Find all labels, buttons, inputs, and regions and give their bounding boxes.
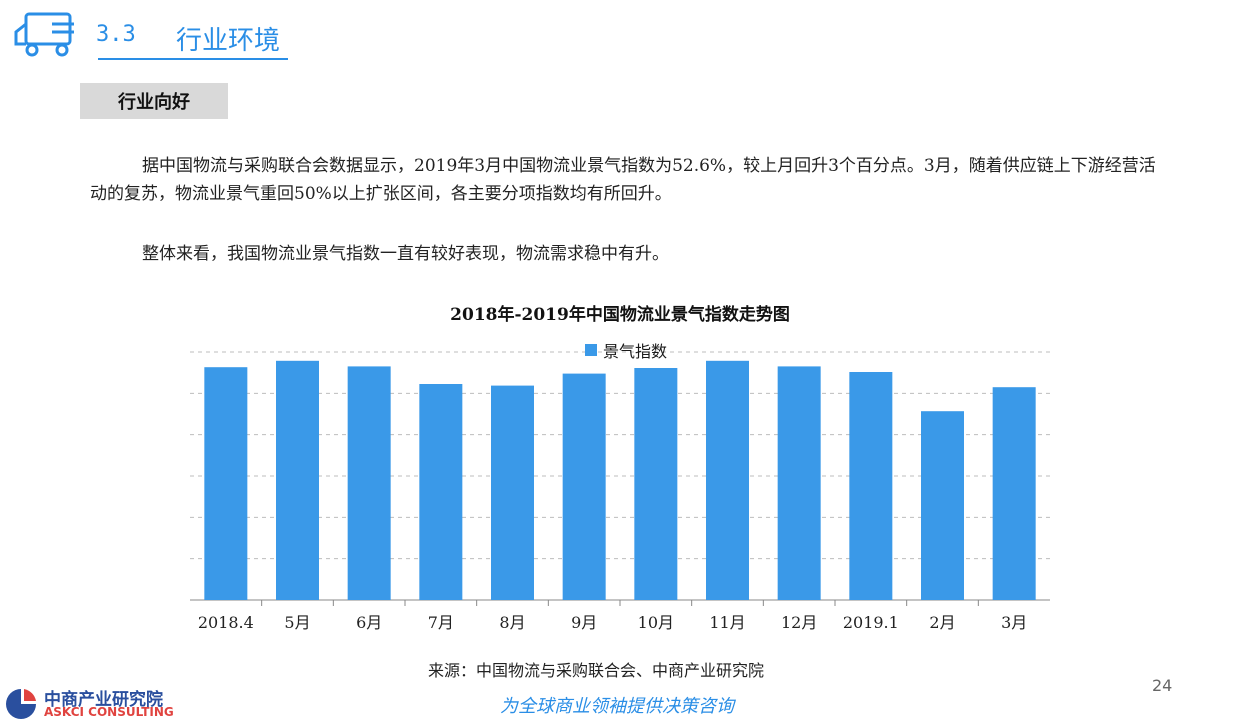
topic-tag: 行业向好 bbox=[80, 83, 228, 119]
section-title: 行业环境 bbox=[176, 26, 281, 56]
x-tick-label: 12月 bbox=[781, 613, 817, 632]
x-tick-label: 2018.4 bbox=[198, 613, 254, 632]
bar bbox=[347, 366, 391, 600]
bar bbox=[276, 360, 319, 600]
bar bbox=[562, 373, 606, 600]
paragraph-1: 据中国物流与采购联合会数据显示，2019年3月中国物流业景气指数为52.6%，较… bbox=[90, 156, 1156, 204]
truck-icon bbox=[14, 12, 74, 57]
chart-title: 2018年-2019年中国物流业景气指数走势图 bbox=[450, 305, 790, 325]
bar bbox=[491, 385, 534, 600]
legend-swatch bbox=[585, 344, 597, 356]
paragraph-2: 整体来看，我国物流业景气指数一直有较好表现，物流需求稳中有升。 bbox=[142, 244, 669, 264]
chart-svg: 2018.4 5月 6月 7月 8月 9月 10月 11月 12月 2019.1 2月 3月 bbox=[190, 351, 1050, 632]
x-tick-label: 3月 bbox=[1001, 613, 1027, 632]
bar bbox=[992, 387, 1036, 600]
brand-logo: 中商产业研究院 ASKCI CONSULTING bbox=[4, 685, 174, 721]
x-tick-label: 10月 bbox=[638, 613, 674, 632]
legend-label: 景气指数 bbox=[603, 342, 668, 361]
bar bbox=[921, 411, 964, 600]
x-tick-label: 9月 bbox=[571, 613, 597, 632]
section-header: 3.3 行业环境 bbox=[8, 8, 308, 60]
bar bbox=[204, 367, 248, 600]
bar bbox=[849, 372, 893, 600]
bar bbox=[419, 384, 463, 600]
x-tick-label: 11月 bbox=[709, 613, 745, 632]
x-tick-label: 5月 bbox=[284, 613, 310, 632]
brand-name-cn: 中商产业研究院 bbox=[44, 690, 163, 710]
chart-legend: 景气指数 bbox=[585, 338, 667, 362]
x-tick-label: 2019.1 bbox=[843, 613, 899, 632]
chart-source: 来源：中国物流与采购联合会、中商产业研究院 bbox=[428, 661, 765, 680]
chart: 2018.4 5月 6月 7月 8月 9月 10月 11月 12月 2019.1 2月 3月 2018… bbox=[140, 290, 1100, 650]
slogan: 为全球商业领袖提供决策咨询 bbox=[500, 696, 734, 717]
x-tick-label: 7月 bbox=[428, 613, 454, 632]
section-underline bbox=[98, 58, 288, 60]
brand-mark-icon bbox=[6, 689, 36, 719]
section-number: 3.3 bbox=[96, 22, 136, 47]
brand-name-en: ASKCI CONSULTING bbox=[44, 705, 174, 719]
x-tick-label: 2月 bbox=[929, 613, 955, 632]
bar bbox=[706, 360, 749, 600]
bar bbox=[777, 366, 821, 600]
x-tick-label: 8月 bbox=[499, 613, 525, 632]
bar bbox=[634, 368, 678, 600]
x-tick-label: 6月 bbox=[356, 613, 382, 632]
page-number: 24 bbox=[1152, 676, 1173, 695]
